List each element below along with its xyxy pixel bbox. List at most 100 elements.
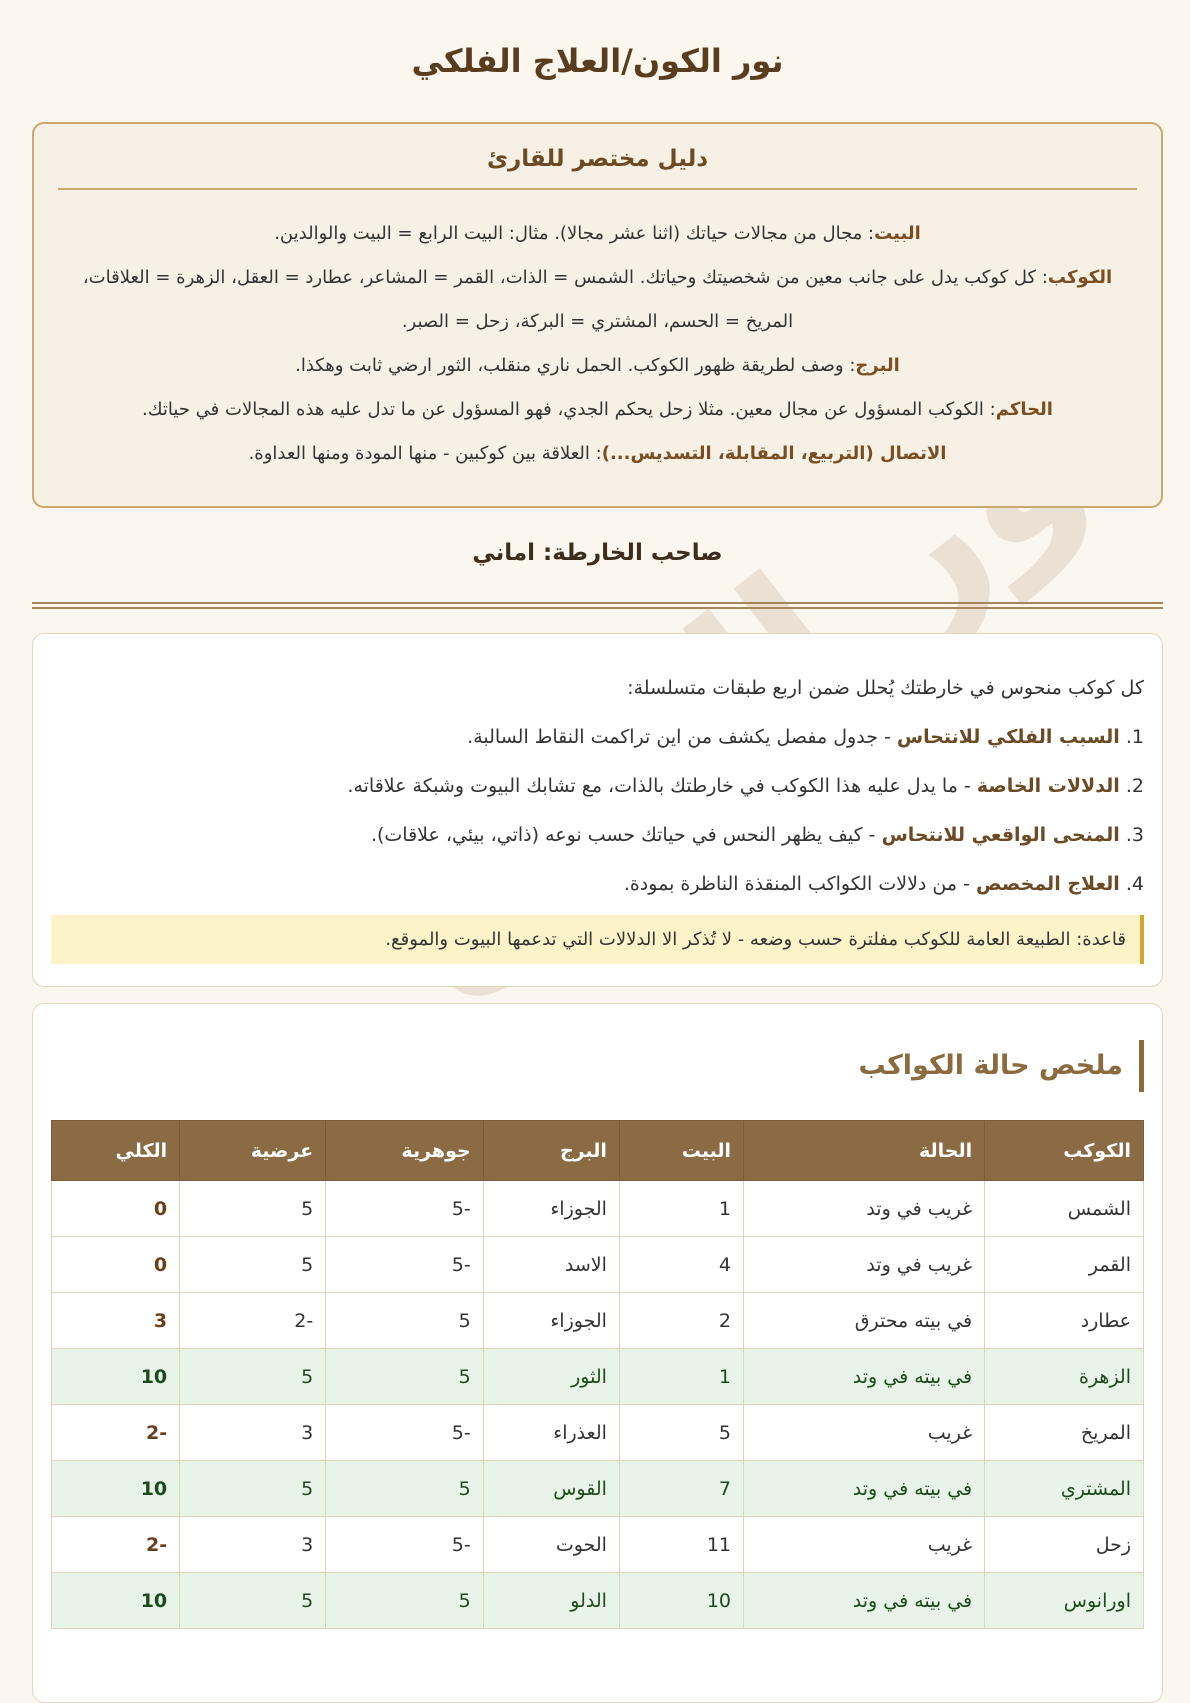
table-cell: القمر	[984, 1236, 1144, 1293]
table-row: القمر غريب في وتد 4 الاسد -5 5 0	[50, 1236, 1144, 1293]
table-cell: -2	[179, 1292, 327, 1349]
table-row: المشتري في بيته في وتد 7 القوس 5 5 10	[50, 1460, 1144, 1517]
intro-card: كل كوكب منحوس في خارطتك يُحلل ضمن اربع ط…	[32, 633, 1163, 987]
table-cell: الحوت	[482, 1516, 620, 1573]
table-cell: المشتري	[984, 1460, 1144, 1517]
layer-number: 3.	[1125, 824, 1144, 846]
summary-heading: ملخص حالة الكواكب	[51, 1040, 1144, 1092]
table-cell: -2	[50, 1404, 181, 1461]
guide-term: الحاكم	[995, 399, 1053, 420]
column-header: الكلي	[50, 1120, 181, 1181]
table-cell: الاسد	[482, 1236, 620, 1293]
summary-card: ملخص حالة الكواكب الكوكب الحالة البيت البرج…	[32, 1003, 1163, 1703]
table-cell: غريب	[742, 1404, 986, 1461]
planet-table: الكوكب الحالة البيت البرج جوهرية عرضية الكلي ا…	[50, 1120, 1144, 1629]
table-cell: -2	[50, 1516, 181, 1573]
layer-item: 1. السبب الفلكي للانتحاس - جدول مفصل يكش…	[51, 713, 1144, 762]
layer-term: المنحى الواقعي للانتحاس	[881, 824, 1120, 846]
table-cell: 3	[50, 1292, 181, 1349]
divider	[32, 602, 1163, 609]
table-cell: 10	[50, 1348, 181, 1405]
guide-text: : العلاقة بين كوكبين - منها المودة ومنها…	[248, 443, 602, 464]
table-cell: الجوزاء	[482, 1292, 620, 1349]
layer-term: الدلالات الخاصة	[976, 775, 1120, 797]
column-header: عرضية	[179, 1120, 327, 1181]
guide-item: البرج: وصف لطريقة ظهور الكوكب. الحمل نار…	[58, 344, 1137, 388]
layer-text: - جدول مفصل يكشف من اين تراكمت النقاط ال…	[467, 726, 897, 748]
table-cell: القوس	[482, 1460, 620, 1517]
table-row: المريخ غريب 5 العذراء -5 3 -2	[50, 1404, 1144, 1461]
intro-lead: كل كوكب منحوس في خارطتك يُحلل ضمن اربع ط…	[627, 677, 1144, 699]
guide-term: البرج	[855, 355, 900, 376]
table-cell: زحل	[984, 1516, 1144, 1573]
table-cell: 1	[618, 1348, 745, 1405]
table-cell: الجوزاء	[482, 1180, 620, 1237]
table-cell: 5	[325, 1460, 484, 1517]
guide-item: الحاكم: الكوكب المسؤول عن مجال معين. مثل…	[58, 388, 1137, 432]
table-cell: 5	[179, 1236, 327, 1293]
table-cell: 11	[618, 1516, 745, 1573]
table-cell: في بيته في وتد	[742, 1348, 986, 1405]
layer-number: 1.	[1125, 726, 1144, 748]
table-cell: -5	[325, 1180, 484, 1237]
table-cell: 5	[325, 1292, 484, 1349]
table-cell: -5	[325, 1404, 484, 1461]
table-cell: -5	[325, 1516, 484, 1573]
chart-owner: صاحب الخارطة: اماني	[472, 540, 723, 566]
table-cell: 3	[179, 1516, 327, 1573]
table-cell: في بيته محترق	[742, 1292, 986, 1349]
table-cell: 3	[179, 1404, 327, 1461]
table-cell: 5	[179, 1348, 327, 1405]
guide-text: : الكوكب المسؤول عن مجال معين. مثلا زحل …	[142, 399, 996, 420]
guide-item: البيت: مجال من مجالات حياتك (اثنا عشر مج…	[58, 212, 1137, 256]
layer-term: السبب الفلكي للانتحاس	[896, 726, 1120, 748]
table-cell: 0	[50, 1236, 181, 1293]
layer-item: 4. العلاج المخصص - من دلالات الكواكب الم…	[51, 860, 1144, 909]
layer-item: 3. المنحى الواقعي للانتحاس - كيف يظهر ال…	[51, 811, 1144, 860]
table-cell: الزهرة	[984, 1348, 1144, 1405]
table-cell: 5	[179, 1460, 327, 1517]
table-cell: 10	[50, 1572, 181, 1629]
table-row: عطارد في بيته محترق 2 الجوزاء 5 -2 3	[50, 1292, 1144, 1349]
guide-text: : مجال من مجالات حياتك (اثنا عشر مجالا).…	[274, 223, 875, 244]
column-header: الحالة	[742, 1120, 986, 1181]
page-title: نور الكون/العلاج الفلكي	[411, 42, 784, 80]
layer-term: العلاج المخصص	[975, 873, 1120, 895]
table-cell: 2	[618, 1292, 745, 1349]
table-row: الشمس غريب في وتد 1 الجوزاء -5 5 0	[50, 1180, 1144, 1237]
guide-term: الكوكب	[1047, 267, 1113, 288]
table-cell: 5	[618, 1404, 745, 1461]
column-header: الكوكب	[984, 1120, 1144, 1181]
layer-item: 2. الدلالات الخاصة - ما يدل عليه هذا الك…	[51, 762, 1144, 811]
table-cell: غريب في وتد	[742, 1180, 986, 1237]
table-cell: 10	[50, 1460, 181, 1517]
guide-term: البيت	[874, 223, 921, 244]
reader-guide: دليل مختصر للقارئ البيت: مجال من مجالات …	[32, 122, 1163, 508]
table-cell: 1	[618, 1180, 745, 1237]
table-cell: العذراء	[482, 1404, 620, 1461]
table-cell: 5	[325, 1348, 484, 1405]
guide-text: : وصف لطريقة ظهور الكوكب. الحمل ناري منق…	[295, 355, 856, 376]
column-header: البرج	[482, 1120, 620, 1181]
table-cell: غريب	[742, 1516, 986, 1573]
table-cell: 5	[325, 1572, 484, 1629]
table-cell: 10	[618, 1572, 745, 1629]
guide-item: الكوكب: كل كوكب يدل على جانب معين من شخص…	[58, 256, 1137, 344]
table-cell: اورانوس	[984, 1572, 1144, 1629]
table-cell: في بيته في وتد	[742, 1460, 986, 1517]
table-cell: الدلو	[482, 1572, 620, 1629]
layer-text: - كيف يظهر النحس في حياتك حسب نوعه (ذاتي…	[370, 824, 882, 846]
table-cell: الشمس	[984, 1180, 1144, 1237]
layer-text: - ما يدل عليه هذا الكوكب في خارطتك بالذا…	[347, 775, 977, 797]
rule-note: قاعدة: الطبيعة العامة للكوكب مفلترة حسب …	[51, 915, 1144, 964]
table-cell: في بيته في وتد	[742, 1572, 986, 1629]
table-row: زحل غريب 11 الحوت -5 3 -2	[50, 1516, 1144, 1573]
table-cell: 4	[618, 1236, 745, 1293]
guide-text: : كل كوكب يدل على جانب معين من شخصيتك وح…	[82, 267, 1048, 332]
table-cell: 0	[50, 1180, 181, 1237]
table-cell: الثور	[482, 1348, 620, 1405]
layer-number: 2.	[1125, 775, 1144, 797]
layer-number: 4.	[1125, 873, 1144, 895]
page: نور الكون/العلاج الفلكي دليل مختصر للقار…	[32, 0, 1163, 1703]
table-row: الزهرة في بيته في وتد 1 الثور 5 5 10	[50, 1348, 1144, 1405]
